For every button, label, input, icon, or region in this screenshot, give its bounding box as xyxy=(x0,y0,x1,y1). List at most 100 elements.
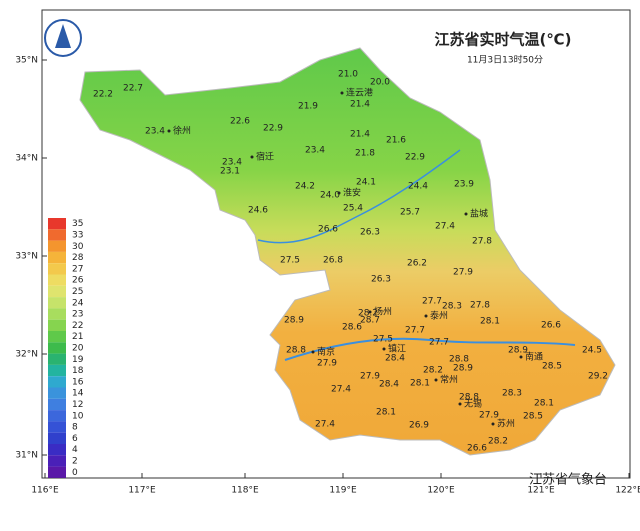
temperature-label: 21.4 xyxy=(350,130,370,140)
temperature-label: 26.6 xyxy=(318,225,338,235)
temperature-label: 21.6 xyxy=(386,136,406,146)
legend-label: 22 xyxy=(72,321,83,331)
latitude-label: 34°N xyxy=(15,154,38,164)
temperature-label: 26.3 xyxy=(371,275,391,285)
city-dot xyxy=(464,212,468,216)
temperature-label: 21.9 xyxy=(298,102,318,112)
legend-label: 33 xyxy=(72,230,83,240)
temperature-label: 27.9 xyxy=(317,359,337,369)
legend-swatch xyxy=(48,353,66,365)
legend-label: 25 xyxy=(72,287,83,297)
city-label: 淮安 xyxy=(343,187,361,199)
temperature-label: 28.1 xyxy=(480,317,500,327)
legend-swatch xyxy=(48,285,66,298)
temperature-label: 27.8 xyxy=(470,301,490,311)
river xyxy=(284,337,576,361)
city-dot xyxy=(250,155,254,159)
temperature-label: 22.9 xyxy=(263,124,283,134)
temperature-label: 21.4 xyxy=(350,100,370,110)
temperature-label: 26.6 xyxy=(467,444,487,454)
temperature-label: 28.4 xyxy=(379,380,399,390)
logo-icon xyxy=(55,24,71,48)
temperature-label: 23.4 xyxy=(305,146,325,156)
legend-label: 0 xyxy=(72,468,78,478)
temperature-label: 21.0 xyxy=(338,70,358,80)
legend-label: 4 xyxy=(72,445,78,455)
legend-label: 12 xyxy=(72,400,83,410)
temperature-label: 23.1 xyxy=(220,167,240,177)
temperature-label: 28.8 xyxy=(286,346,306,356)
temperature-label: 28.6 xyxy=(342,323,362,333)
temperature-label: 28.2 xyxy=(488,437,508,447)
temperature-label: 24.6 xyxy=(248,206,268,216)
temperature-label: 23.4 xyxy=(222,158,242,168)
legend-swatch xyxy=(48,251,66,264)
temperature-label: 27.5 xyxy=(373,335,393,345)
temperature-label: 24.1 xyxy=(356,178,376,188)
temperature-label: 23.9 xyxy=(454,180,474,190)
temperature-label: 27.8 xyxy=(472,237,492,247)
temperature-label: 28.1 xyxy=(376,408,396,418)
legend-swatch xyxy=(48,444,66,456)
temperature-label: 26.3 xyxy=(360,228,380,238)
city-label: 连云港 xyxy=(346,87,373,99)
legend-swatch xyxy=(48,455,66,467)
temperature-label: 24.4 xyxy=(408,182,428,192)
legend-label: 20 xyxy=(72,343,84,353)
temperature-label: 28.7 xyxy=(360,316,380,326)
temperature-label: 20.0 xyxy=(370,78,390,88)
city-dot xyxy=(424,314,428,318)
legend-label: 21 xyxy=(72,332,83,342)
temperature-label: 24.2 xyxy=(295,182,315,192)
legend-swatch xyxy=(48,240,66,252)
city-dot xyxy=(382,347,386,351)
legend-swatch xyxy=(48,364,66,377)
temperature-label: 26.8 xyxy=(323,256,343,266)
legend-swatch xyxy=(48,297,66,309)
longitude-label: 116°E xyxy=(31,486,59,496)
temperature-label: 27.9 xyxy=(360,372,380,382)
longitude-label: 118°E xyxy=(231,486,259,496)
legend-swatch xyxy=(48,342,66,354)
temperature-label: 28.5 xyxy=(523,412,543,422)
temperature-label: 27.4 xyxy=(435,222,455,232)
temperature-label: 28.9 xyxy=(508,346,528,356)
city-dot xyxy=(311,350,315,354)
city-label: 泰州 xyxy=(430,310,448,322)
temperature-label: 27.9 xyxy=(453,268,473,278)
legend-swatch xyxy=(48,263,66,275)
legend-label: 19 xyxy=(72,355,84,365)
temperature-label: 22.2 xyxy=(93,90,113,100)
temperature-label: 27.4 xyxy=(331,385,351,395)
temperature-label: 28.4 xyxy=(385,354,405,364)
city-label: 徐州 xyxy=(173,125,191,137)
latitude-label: 32°N xyxy=(15,350,38,360)
city-label: 苏州 xyxy=(497,418,515,430)
temperature-label: 28.2 xyxy=(423,366,443,376)
longitude-label: 117°E xyxy=(128,486,156,496)
temperature-label: 27.7 xyxy=(405,326,425,336)
legend-label: 35 xyxy=(72,219,83,229)
temperature-label: 28.8 xyxy=(449,355,469,365)
temperature-label: 22.7 xyxy=(123,84,143,94)
legend-swatch xyxy=(48,398,66,411)
city-label: 南通 xyxy=(525,351,543,363)
legend-swatch xyxy=(48,410,66,422)
temperature-label: 28.1 xyxy=(534,399,554,409)
legend-swatch xyxy=(48,376,66,388)
city-label: 扬州 xyxy=(374,306,392,318)
legend-swatch xyxy=(48,432,66,444)
temperature-label: 22.6 xyxy=(230,117,250,127)
legend-label: 10 xyxy=(72,411,84,421)
longitude-label: 119°E xyxy=(329,486,357,496)
temperature-label: 27.7 xyxy=(429,338,449,348)
temperature-label: 22.9 xyxy=(405,153,425,163)
province-shape xyxy=(79,47,616,456)
city-dot xyxy=(167,129,171,133)
river xyxy=(257,149,461,244)
temperature-label: 28.2 xyxy=(358,309,378,319)
temperature-label: 27.9 xyxy=(479,411,499,421)
longitude-label: 121°E xyxy=(527,486,555,496)
temperature-label: 21.8 xyxy=(355,149,375,159)
legend-label: 23 xyxy=(72,310,83,320)
